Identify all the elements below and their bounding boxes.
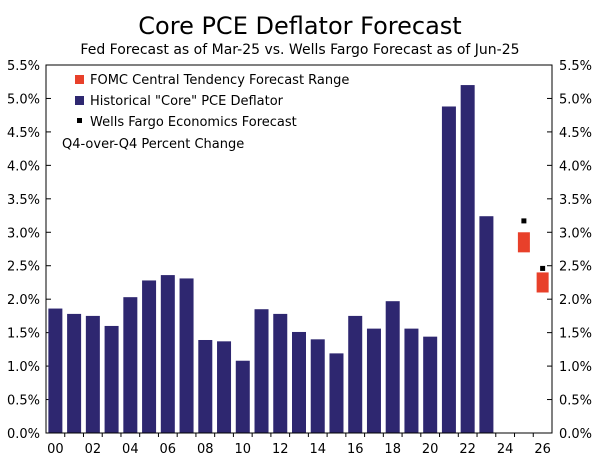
x-tick-label: 16 — [347, 442, 364, 457]
bar-2020 — [423, 336, 438, 433]
bar-2006 — [160, 275, 175, 433]
bar-2008 — [198, 339, 213, 433]
y-tick-label-right: 4.5% — [559, 126, 592, 141]
y-tick-label-right: 1.0% — [559, 360, 592, 375]
chart-subtitle: Fed Forecast as of Mar-25 vs. Wells Farg… — [80, 42, 519, 58]
chart-title: Core PCE Deflator Forecast — [138, 12, 461, 40]
y-tick-label-left: 5.0% — [7, 92, 40, 107]
bar-2022 — [460, 85, 475, 433]
x-tick-label: 18 — [384, 442, 401, 457]
wells-fargo-point-2025 — [521, 218, 527, 224]
y-tick-label-left: 0.5% — [7, 394, 40, 409]
x-tick-label: 04 — [122, 442, 139, 457]
bar-2017 — [366, 328, 381, 433]
legend-swatch-wells-fargo — [77, 118, 82, 123]
y-tick-label-left: 2.0% — [7, 293, 40, 308]
legend: FOMC Central Tendency Forecast Range His… — [75, 73, 349, 130]
bar-2003 — [104, 325, 119, 433]
y-tick-label-left: 4.5% — [7, 126, 40, 141]
bar-2007 — [179, 278, 194, 433]
bar-2011 — [254, 309, 269, 433]
bar-2021 — [441, 106, 456, 433]
y-tick-label-right: 5.0% — [559, 92, 592, 107]
x-tick-label: 14 — [309, 442, 326, 457]
bars-layer — [48, 85, 494, 433]
y-tick-label-right: 0.0% — [559, 427, 592, 442]
bar-2019 — [404, 328, 419, 433]
bar-2010 — [235, 360, 250, 433]
y-tick-label-left: 1.5% — [7, 327, 40, 342]
bar-2009 — [217, 341, 232, 433]
y-tick-label-right: 1.5% — [559, 327, 592, 342]
x-tick-label: 22 — [459, 442, 476, 457]
fomc-range-2026 — [536, 272, 549, 293]
legend-swatch-historical — [75, 96, 84, 105]
axis-labels: 0.0% 0.0% 0.5% 0.5% 1.0% 1.0% 1.5% 1.5% 2.0% 2.0%… — [7, 59, 592, 457]
forecast-layer — [517, 218, 549, 293]
x-tick-label: 10 — [235, 442, 252, 457]
bar-2002 — [85, 315, 100, 433]
y-tick-label-right: 5.5% — [559, 59, 592, 74]
bar-2005 — [142, 280, 157, 433]
y-tick-label-left: 1.0% — [7, 360, 40, 375]
bar-2013 — [292, 331, 306, 433]
x-tick-label: 24 — [497, 442, 514, 457]
y-tick-label-right: 2.0% — [559, 293, 592, 308]
y-tick-label-right: 4.0% — [559, 159, 592, 174]
bar-2023 — [479, 216, 494, 433]
y-tick-label-right: 0.5% — [559, 394, 592, 409]
wells-fargo-point-2026 — [540, 265, 546, 271]
y-tick-label-left: 2.5% — [7, 260, 40, 275]
legend-swatch-fomc — [75, 75, 84, 84]
x-tick-label: 26 — [534, 442, 551, 457]
bar-2000 — [48, 308, 63, 433]
x-tick-label: 20 — [422, 442, 439, 457]
legend-label-wells-fargo: Wells Fargo Economics Forecast — [90, 115, 297, 130]
y-tick-label-right: 2.5% — [559, 260, 592, 275]
legend-label-fomc: FOMC Central Tendency Forecast Range — [90, 73, 349, 88]
bar-2001 — [67, 313, 82, 433]
fomc-range-2025 — [517, 232, 530, 253]
x-tick-label: 08 — [197, 442, 214, 457]
x-tick-label: 00 — [47, 442, 64, 457]
y-tick-label-right: 3.5% — [559, 193, 592, 208]
bar-2004 — [123, 297, 138, 433]
x-tick-label: 06 — [160, 442, 177, 457]
chart-annotation: Q4-over-Q4 Percent Change — [62, 137, 244, 152]
x-tick-label: 12 — [272, 442, 289, 457]
y-tick-label-right: 3.0% — [559, 226, 592, 241]
y-tick-label-left: 3.0% — [7, 226, 40, 241]
y-tick-label-left: 5.5% — [7, 59, 40, 74]
bar-2012 — [273, 313, 288, 433]
plot-frame — [45, 64, 553, 434]
bar-2016 — [348, 315, 363, 433]
y-tick-label-left: 0.0% — [7, 427, 40, 442]
x-tick-label: 02 — [85, 442, 102, 457]
y-tick-label-left: 4.0% — [7, 159, 40, 174]
bar-2018 — [385, 301, 400, 433]
bar-2014 — [310, 339, 325, 433]
bar-2015 — [329, 353, 344, 433]
legend-label-historical: Historical "Core" PCE Deflator — [90, 94, 284, 109]
y-tick-label-left: 3.5% — [7, 193, 40, 208]
